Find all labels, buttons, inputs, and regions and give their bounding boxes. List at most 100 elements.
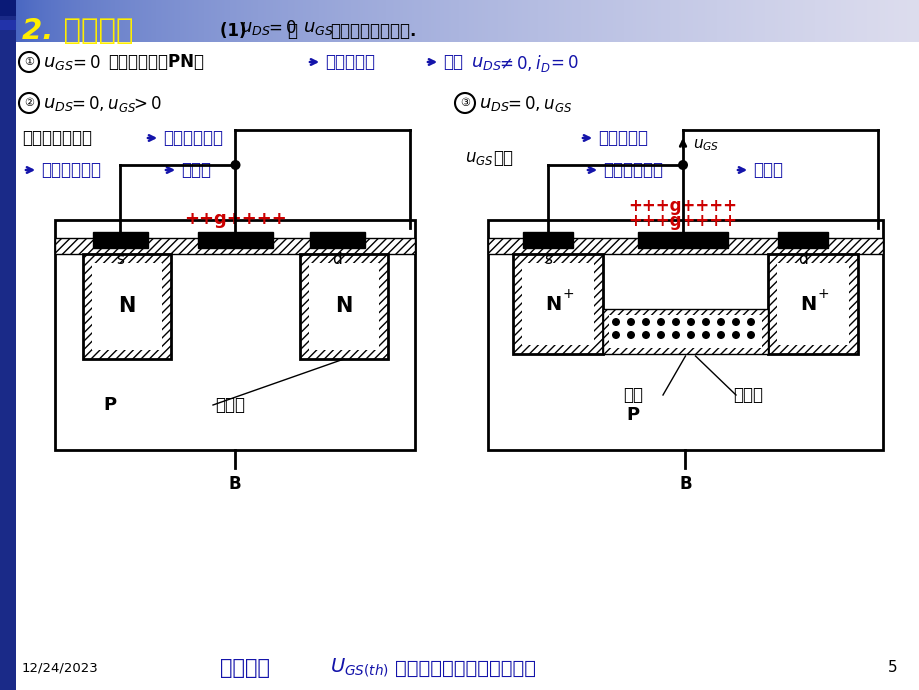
Bar: [674, 0, 675, 42]
Bar: [875, 0, 876, 42]
Bar: [105, 0, 106, 42]
Bar: [121, 0, 122, 42]
Bar: [351, 0, 352, 42]
Bar: [441, 0, 443, 42]
Bar: [864, 0, 865, 42]
Bar: [606, 0, 607, 42]
Bar: [326, 0, 328, 42]
Bar: [288, 0, 289, 42]
Text: $= 0, u_{GS}$: $= 0, u_{GS}$: [504, 94, 572, 114]
Bar: [320, 0, 321, 42]
Bar: [354, 0, 355, 42]
Bar: [830, 0, 831, 42]
Bar: [579, 0, 581, 42]
Bar: [267, 0, 268, 42]
Bar: [490, 0, 491, 42]
Bar: [38, 0, 39, 42]
Bar: [758, 0, 759, 42]
Bar: [535, 0, 536, 42]
Bar: [891, 0, 892, 42]
Bar: [618, 0, 619, 42]
Bar: [664, 0, 665, 42]
Bar: [25, 0, 26, 42]
Bar: [232, 0, 233, 42]
Circle shape: [701, 331, 709, 339]
Bar: [702, 0, 703, 42]
Bar: [158, 0, 159, 42]
Bar: [301, 0, 302, 42]
Bar: [565, 0, 566, 42]
Bar: [292, 0, 294, 42]
Bar: [577, 0, 578, 42]
Bar: [585, 0, 586, 42]
Bar: [22, 0, 23, 42]
Bar: [778, 0, 779, 42]
Bar: [117, 0, 118, 42]
Bar: [473, 0, 474, 42]
Bar: [314, 0, 315, 42]
Bar: [750, 0, 751, 42]
Bar: [239, 0, 240, 42]
Bar: [71, 0, 72, 42]
Bar: [452, 0, 453, 42]
Bar: [692, 0, 693, 42]
Bar: [900, 0, 901, 42]
Bar: [445, 0, 446, 42]
Bar: [257, 0, 259, 42]
Bar: [544, 0, 545, 42]
Bar: [159, 0, 160, 42]
Bar: [487, 0, 489, 42]
Bar: [222, 0, 223, 42]
Bar: [712, 0, 713, 42]
Bar: [476, 0, 478, 42]
Bar: [277, 0, 278, 42]
Bar: [36, 0, 37, 42]
Bar: [343, 0, 344, 42]
Bar: [383, 0, 384, 42]
Bar: [614, 0, 616, 42]
Bar: [310, 232, 365, 248]
Bar: [262, 0, 263, 42]
Bar: [290, 0, 291, 42]
Bar: [384, 0, 386, 42]
Bar: [593, 0, 594, 42]
Bar: [678, 0, 679, 42]
Bar: [854, 0, 855, 42]
Bar: [532, 0, 533, 42]
Bar: [414, 0, 415, 42]
Bar: [439, 0, 440, 42]
Bar: [9, 0, 10, 42]
Bar: [821, 0, 823, 42]
Bar: [203, 0, 204, 42]
Bar: [574, 0, 575, 42]
Bar: [786, 0, 788, 42]
Bar: [460, 0, 461, 42]
Bar: [54, 0, 55, 42]
Bar: [35, 0, 36, 42]
Bar: [345, 0, 346, 42]
Text: N: N: [119, 297, 135, 317]
Bar: [865, 0, 866, 42]
Bar: [673, 0, 674, 42]
Bar: [26, 0, 27, 42]
Bar: [319, 0, 320, 42]
Bar: [194, 0, 195, 42]
Bar: [118, 0, 119, 42]
Bar: [67, 0, 68, 42]
Text: 反型层: 反型层: [752, 161, 782, 179]
Bar: [625, 0, 627, 42]
Bar: [45, 0, 46, 42]
Bar: [637, 232, 727, 248]
Bar: [507, 0, 508, 42]
Bar: [360, 0, 361, 42]
Bar: [828, 0, 829, 42]
Bar: [607, 0, 608, 42]
Text: P: P: [103, 396, 117, 414]
Bar: [0, 0, 16, 690]
Bar: [170, 0, 171, 42]
Bar: [716, 0, 717, 42]
Bar: [706, 0, 708, 42]
Bar: [628, 0, 629, 42]
Bar: [41, 0, 42, 42]
Bar: [427, 0, 428, 42]
